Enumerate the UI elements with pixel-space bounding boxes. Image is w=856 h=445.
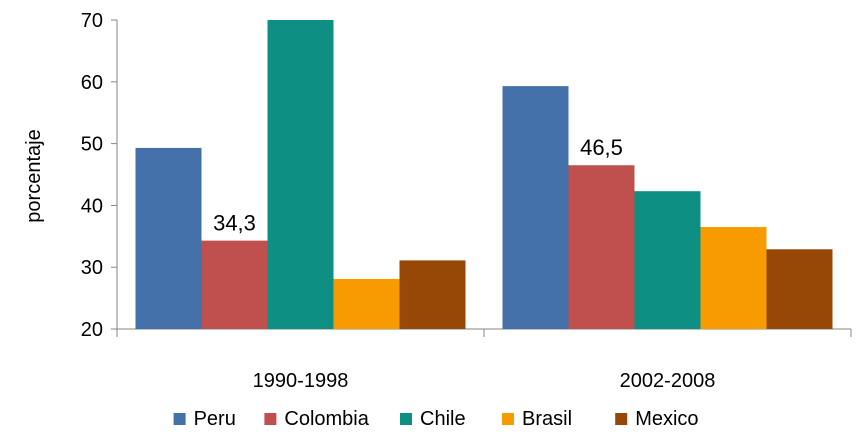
y-tick-label: 30 [81, 257, 103, 279]
bars [135, 20, 833, 329]
y-tick-label: 70 [81, 10, 103, 32]
bar [568, 165, 635, 329]
y-axis-title: porcentaje [23, 129, 45, 222]
legend-label: Chile [420, 408, 466, 430]
legend-swatch [502, 413, 514, 425]
bar [399, 260, 466, 329]
x-tick-label: 2002-2008 [620, 370, 716, 392]
axes: 20 30 40 50 60 70 1990-1998 2002-2008 [81, 10, 852, 392]
data-label: 34,3 [213, 211, 256, 236]
bar [634, 191, 701, 329]
data-labels: 34,3 46,5 [213, 135, 623, 235]
legend: Peru Colombia Chile Brasil Mexico [173, 408, 699, 430]
y-tick-label: 60 [81, 72, 103, 94]
legend-swatch [615, 413, 628, 425]
bar [333, 278, 400, 329]
x-tick-label: 1990-1998 [253, 370, 349, 392]
y-tick-label: 40 [81, 195, 103, 217]
legend-swatch [400, 413, 412, 425]
legend-label: Mexico [635, 408, 698, 430]
bar [201, 240, 268, 329]
y-tick-label: 20 [81, 319, 103, 341]
legend-label: Brasil [522, 408, 572, 430]
y-tick-label: 50 [81, 134, 103, 156]
bar [700, 227, 767, 329]
legend-label: Colombia [284, 408, 369, 430]
bar [135, 147, 202, 329]
legend-label: Peru [194, 408, 236, 430]
legend-swatch [264, 413, 277, 425]
bar [502, 86, 569, 329]
data-label: 46,5 [580, 135, 623, 160]
legend-swatch [173, 413, 186, 425]
bar [766, 249, 833, 329]
bar [267, 20, 334, 329]
